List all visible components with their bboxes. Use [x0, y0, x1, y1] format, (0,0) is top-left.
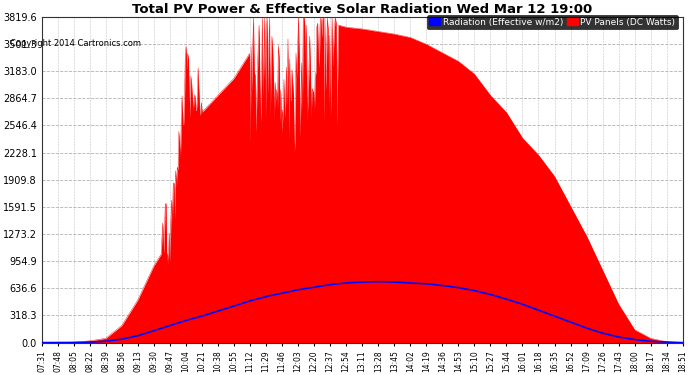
Text: Copyright 2014 Cartronics.com: Copyright 2014 Cartronics.com	[10, 39, 141, 48]
Title: Total PV Power & Effective Solar Radiation Wed Mar 12 19:00: Total PV Power & Effective Solar Radiati…	[132, 3, 592, 16]
Legend: Radiation (Effective w/m2), PV Panels (DC Watts): Radiation (Effective w/m2), PV Panels (D…	[426, 15, 678, 29]
